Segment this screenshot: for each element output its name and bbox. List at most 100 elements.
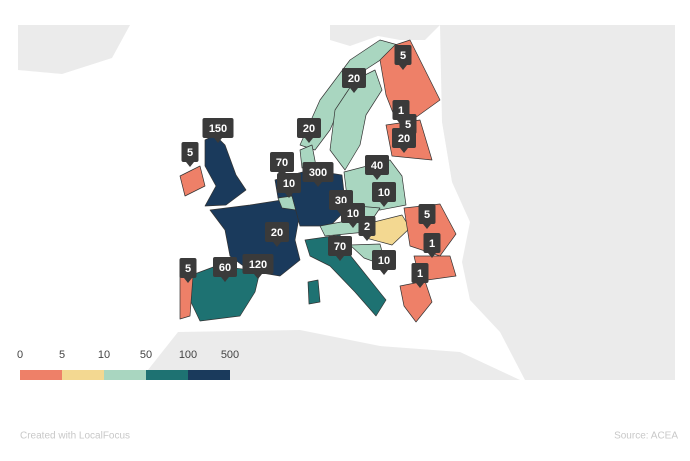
marker: 10 bbox=[277, 173, 301, 198]
marker-label: 2 bbox=[364, 221, 370, 233]
legend-swatch bbox=[20, 370, 62, 380]
legend-break: 10 bbox=[98, 349, 110, 361]
marker: 5 bbox=[418, 204, 436, 229]
marker-box bbox=[365, 155, 389, 175]
marker-pointer bbox=[373, 175, 381, 180]
marker-label: 300 bbox=[309, 167, 327, 179]
credit: Created with LocalFocus bbox=[20, 431, 130, 442]
marker-box bbox=[358, 216, 376, 236]
legend-break: 50 bbox=[140, 349, 152, 361]
marker-label: 10 bbox=[378, 255, 390, 267]
country bbox=[204, 134, 247, 207]
legend: 0 5 10 50 100 500 bbox=[17, 349, 239, 380]
marker-label: 10 bbox=[378, 187, 390, 199]
marker-label: 10 bbox=[283, 178, 295, 190]
marker: 70 bbox=[328, 236, 352, 261]
marker-label: 70 bbox=[276, 157, 288, 169]
marker: 20 bbox=[342, 68, 366, 93]
country bbox=[329, 69, 383, 171]
legend-break: 100 bbox=[179, 349, 197, 361]
marker-box bbox=[392, 128, 416, 148]
legend-break: 0 bbox=[17, 349, 23, 361]
marker: 5 bbox=[179, 258, 197, 283]
marker: 40 bbox=[365, 155, 389, 180]
source: Source: ACEA bbox=[614, 431, 678, 442]
marker-label: 150 bbox=[209, 123, 227, 135]
marker-box bbox=[277, 173, 301, 193]
marker-label: 60 bbox=[219, 262, 231, 274]
marker-box bbox=[394, 45, 412, 65]
marker-pointer bbox=[184, 278, 192, 283]
legend-swatch bbox=[146, 370, 188, 380]
legend-break: 5 bbox=[59, 349, 65, 361]
marker-box bbox=[265, 222, 289, 242]
marker: 20 bbox=[265, 222, 289, 247]
marker: 300 bbox=[302, 162, 334, 187]
marker-pointer bbox=[380, 270, 388, 275]
marker-label: 20 bbox=[348, 73, 360, 85]
marker-box bbox=[202, 118, 234, 138]
marker-pointer bbox=[254, 274, 262, 279]
marker-pointer bbox=[285, 193, 293, 198]
country bbox=[307, 279, 321, 305]
marker-box bbox=[181, 142, 199, 162]
marker-box bbox=[242, 254, 274, 274]
marker: 1 bbox=[423, 233, 441, 258]
marker-label: 1 bbox=[417, 268, 423, 280]
marker-pointer bbox=[363, 236, 371, 241]
marker-label: 1 bbox=[398, 105, 404, 117]
marker: 5 bbox=[394, 45, 412, 70]
marker-label: 5 bbox=[187, 147, 193, 159]
marker: 120 bbox=[242, 254, 274, 279]
marker-label: 20 bbox=[271, 227, 283, 239]
marker-label: 40 bbox=[371, 160, 383, 172]
marker: 2 bbox=[358, 216, 376, 241]
marker: 1 bbox=[411, 263, 429, 288]
marker: 60 bbox=[213, 257, 237, 282]
marker-box bbox=[342, 68, 366, 88]
marker: 10 bbox=[372, 182, 396, 207]
marker: 5 bbox=[181, 142, 199, 167]
marker-pointer bbox=[214, 138, 222, 143]
marker-box bbox=[423, 233, 441, 253]
marker-label: 5 bbox=[405, 119, 411, 131]
marker-box bbox=[302, 162, 334, 182]
marker-box bbox=[372, 250, 396, 270]
marker-pointer bbox=[349, 223, 357, 228]
background-land bbox=[18, 25, 675, 380]
marker-box bbox=[328, 236, 352, 256]
marker-label: 120 bbox=[249, 259, 267, 271]
marker-pointer bbox=[416, 283, 424, 288]
marker-pointer bbox=[380, 202, 388, 207]
marker-box bbox=[213, 257, 237, 277]
country bbox=[179, 275, 194, 320]
marker-label: 20 bbox=[398, 133, 410, 145]
marker-pointer bbox=[399, 65, 407, 70]
marker-label: 70 bbox=[334, 241, 346, 253]
marker: 20 bbox=[392, 128, 416, 153]
marker: 70 bbox=[270, 152, 294, 177]
country bbox=[179, 165, 206, 197]
marker-box bbox=[418, 204, 436, 224]
marker-pointer bbox=[314, 182, 322, 187]
marker-label: 5 bbox=[185, 263, 191, 275]
marker-pointer bbox=[428, 253, 436, 258]
marker-box bbox=[411, 263, 429, 283]
marker-label: 10 bbox=[347, 208, 359, 220]
marker-pointer bbox=[273, 242, 281, 247]
legend-swatch bbox=[62, 370, 104, 380]
marker-box bbox=[297, 118, 321, 138]
country bbox=[399, 280, 433, 323]
marker-pointer bbox=[336, 256, 344, 261]
marker-label: 5 bbox=[424, 209, 430, 221]
marker-pointer bbox=[221, 277, 229, 282]
marker-pointer bbox=[305, 138, 313, 143]
marker-label: 20 bbox=[303, 123, 315, 135]
marker: 150 bbox=[202, 118, 234, 143]
legend-swatch bbox=[104, 370, 146, 380]
marker-pointer bbox=[186, 162, 194, 167]
marker-box bbox=[372, 182, 396, 202]
marker-pointer bbox=[350, 88, 358, 93]
